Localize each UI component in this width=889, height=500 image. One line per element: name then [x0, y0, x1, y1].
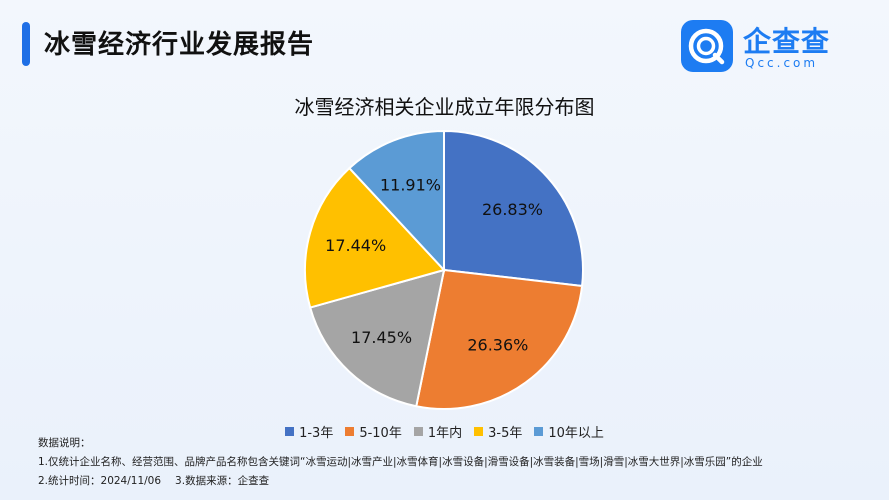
data-notes: 数据说明： 1.仅统计企业名称、经营范围、品牌产品名称包含关键词“冰雪运动|冰雪…: [38, 434, 763, 491]
notes-stat-time: 2.统计时间：2024/11/06: [38, 475, 162, 487]
legend-item: 1-3年: [285, 422, 333, 441]
legend-swatch: [285, 427, 295, 436]
logo-name: 企查查: [743, 25, 831, 58]
qcc-logo: 企查查 Qcc.com: [681, 20, 855, 76]
pie-label-5: 11.91%: [380, 176, 441, 195]
pie-slice-3: [308, 268, 446, 408]
notes-line-2: 2.统计时间：2024/11/06 3.数据来源：企查查: [38, 472, 763, 491]
title-accent-bar: [22, 22, 30, 66]
notes-heading: 数据说明：: [38, 437, 91, 449]
legend-item: 5-10年: [345, 422, 402, 441]
legend-label: 1年内: [427, 426, 463, 441]
legend-item: 3-5年: [474, 422, 522, 441]
legend-swatch: [474, 427, 484, 436]
chart-legend: 1-3年 5-10年 1年内 3-5年 10年以上: [0, 422, 889, 441]
pie-slice-1: [443, 129, 584, 288]
pie-slice-2: [415, 268, 584, 410]
pie-slice-4: [304, 166, 446, 309]
notes-source: 3.数据来源：企查查: [175, 475, 270, 487]
legend-label: 1-3年: [299, 426, 334, 441]
notes-line-1: 1.仅统计企业名称、经营范围、品牌产品名称包含关键词“冰雪运动|冰雪产业|冰雪体…: [38, 456, 763, 468]
logo-domain: Qcc.com: [745, 56, 819, 70]
legend-swatch: [534, 427, 544, 436]
legend-item: 1年内: [413, 422, 463, 441]
pie-label-4: 17.44%: [325, 236, 386, 255]
legend-swatch: [345, 427, 355, 436]
pie-label-3: 17.45%: [351, 328, 412, 347]
qcc-logo-icon: [681, 20, 733, 72]
chart-title: 冰雪经济相关企业成立年限分布图: [294, 95, 595, 119]
legend-swatch: [413, 427, 423, 436]
pie-slice-5: [348, 129, 445, 273]
report-title: 冰雪经济行业发展报告: [44, 30, 315, 60]
pie-label-2: 26.36%: [467, 335, 528, 354]
legend-label: 5-10年: [359, 426, 402, 441]
pie-label-1: 26.83%: [482, 200, 543, 219]
legend-label: 3-5年: [488, 426, 523, 441]
legend-label: 10年以上: [548, 426, 604, 441]
legend-item: 10年以上: [534, 422, 604, 441]
